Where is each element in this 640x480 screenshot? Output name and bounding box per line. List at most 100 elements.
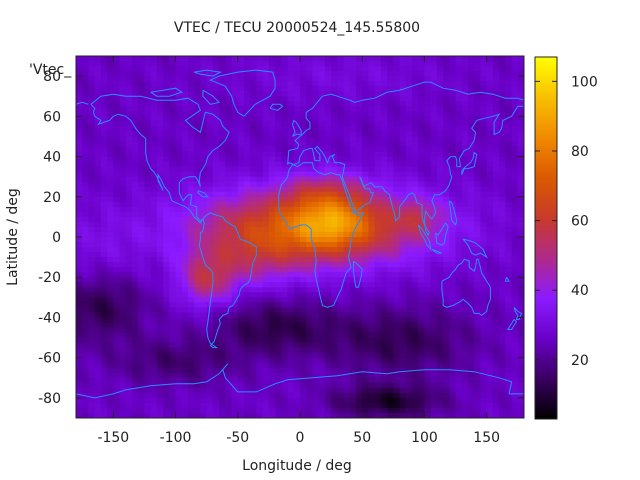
tec-cell (349, 357, 357, 364)
tec-cell (194, 196, 202, 203)
tec-cell (250, 136, 258, 143)
tec-cell (331, 191, 338, 198)
tec-cell (138, 191, 146, 198)
tec-cell (144, 367, 152, 374)
tec-cell (82, 151, 90, 158)
tec-cell (94, 76, 102, 82)
tec-cell (517, 382, 524, 389)
tec-cell (418, 277, 426, 283)
tec-cell (231, 317, 239, 324)
tec-cell (175, 367, 183, 374)
tec-cell (250, 156, 258, 163)
tec-cell (455, 186, 463, 193)
tec-cell (306, 277, 314, 283)
tec-cell (499, 352, 506, 359)
tec-cell (424, 382, 432, 389)
tec-cell (287, 342, 295, 349)
tec-cell (443, 206, 450, 213)
tec-cell (281, 131, 289, 138)
tec-cell (194, 181, 202, 188)
tec-cell (181, 237, 189, 243)
tec-cell (132, 126, 139, 133)
tec-cell (306, 96, 314, 102)
tec-cell (138, 91, 146, 97)
tec-cell (175, 387, 183, 394)
tec-cell (175, 257, 183, 263)
tec-cell (374, 61, 382, 67)
tec-cell (505, 211, 513, 218)
tec-cell (492, 216, 500, 223)
tec-cell (219, 171, 226, 178)
tec-cell (356, 156, 363, 163)
tec-cell (511, 161, 519, 168)
tec-cell (356, 86, 363, 92)
tec-cell (424, 216, 432, 223)
tec-cell (82, 402, 90, 409)
tec-cell (275, 61, 282, 67)
tec-cell (412, 262, 419, 268)
tec-cell (132, 287, 139, 293)
tec-cell (287, 71, 295, 77)
tec-cell (219, 201, 226, 208)
tec-cell (281, 262, 289, 268)
tec-cell (356, 367, 363, 374)
tec-cell (412, 347, 419, 354)
tec-cell (511, 226, 519, 233)
tec-cell (231, 342, 239, 349)
tec-cell (461, 96, 469, 102)
tec-cell (119, 171, 127, 178)
tec-cell (318, 131, 326, 138)
tec-cell (356, 287, 363, 293)
tec-cell (486, 111, 494, 117)
tec-cell (237, 191, 245, 198)
tec-cell (188, 352, 195, 359)
tec-cell (262, 161, 270, 168)
tec-cell (430, 317, 438, 324)
tec-cell (169, 106, 177, 112)
tec-cell (88, 171, 96, 178)
tec-cell (268, 312, 276, 319)
tec-cell (194, 131, 202, 138)
tec-cell (337, 237, 345, 243)
tec-cell (244, 71, 251, 77)
tec-cell (256, 211, 264, 218)
tec-cell (169, 111, 177, 117)
tec-cell (212, 106, 220, 112)
tec-cell (163, 382, 170, 389)
tec-cell (256, 362, 264, 369)
tec-cell (468, 111, 475, 117)
tec-cell (474, 352, 482, 359)
tec-cell (449, 156, 457, 163)
tec-cell (262, 76, 270, 82)
tec-cell (412, 247, 419, 253)
tec-cell (306, 332, 314, 339)
tec-cell (194, 252, 202, 258)
tec-cell (256, 186, 264, 193)
tec-cell (76, 382, 83, 389)
tec-cell (188, 176, 195, 183)
tec-cell (424, 242, 432, 248)
tec-cell (312, 332, 320, 339)
tec-cell (206, 111, 214, 117)
tec-cell (331, 277, 338, 283)
tec-cell (505, 116, 513, 122)
tec-cell (156, 342, 164, 349)
tec-cell (293, 166, 301, 173)
tec-cell (499, 347, 506, 354)
tec-cell (175, 81, 183, 87)
tec-cell (225, 61, 233, 67)
tec-cell (194, 267, 202, 273)
tec-cell (150, 216, 158, 223)
tec-cell (156, 377, 164, 384)
tec-cell (443, 282, 450, 288)
tec-cell (188, 226, 195, 233)
tec-cell (250, 201, 258, 208)
tec-cell (144, 347, 152, 354)
tec-cell (318, 307, 326, 314)
tec-cell (88, 196, 96, 203)
tec-cell (88, 277, 96, 283)
tec-cell (380, 257, 388, 263)
tec-cell (200, 347, 208, 354)
tec-cell (405, 81, 413, 87)
tec-cell (374, 362, 382, 369)
